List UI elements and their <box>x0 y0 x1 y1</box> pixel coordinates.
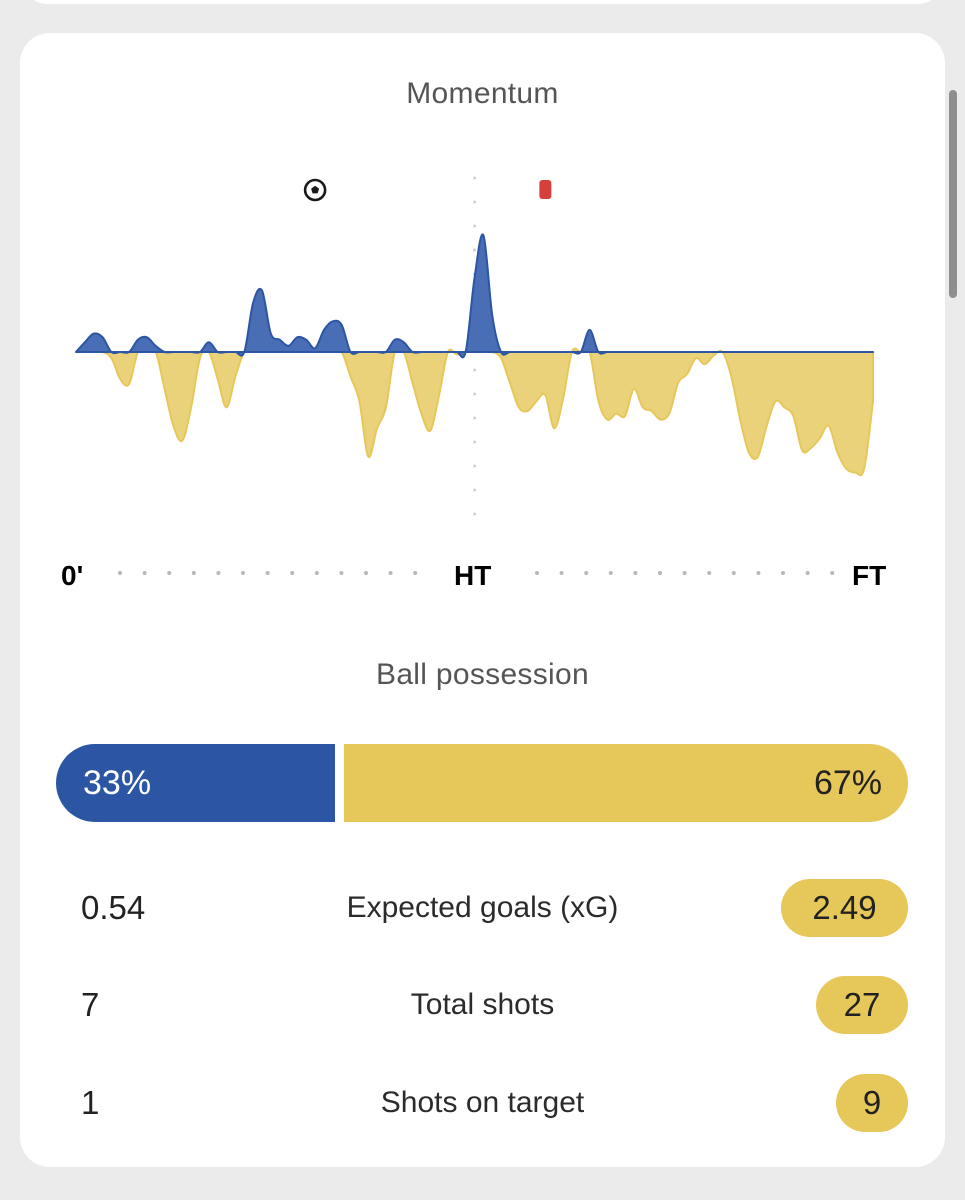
scrollbar[interactable] <box>949 90 957 298</box>
possession-away-bar: 67% <box>344 744 908 822</box>
soccer-ball-icon <box>303 178 327 202</box>
stat-away-badge: 27 <box>816 976 908 1034</box>
stat-label: Expected goals (xG) <box>346 891 619 924</box>
stats-card <box>20 33 945 1167</box>
momentum-chart <box>75 176 874 575</box>
stat-home-value: 1 <box>81 1084 100 1121</box>
possession-home-value: 33% <box>83 763 152 802</box>
timeline-halftime-label: HT <box>454 560 492 591</box>
momentum-home-area <box>75 233 874 359</box>
timeline-start-label: 0' <box>61 560 84 591</box>
stat-row-shots-on-target: 1 Shots on target 9 <box>0 1073 965 1133</box>
red-card-icon <box>539 180 552 199</box>
stat-label: Shots on target <box>380 1086 585 1119</box>
possession-home-bar: 33% <box>56 744 335 822</box>
momentum-title: Momentum <box>406 77 559 110</box>
stat-row-xg: 0.54 Expected goals (xG) 2.49 <box>0 878 965 938</box>
stat-row-total-shots: 7 Total shots 27 <box>0 975 965 1035</box>
stat-label: Total shots <box>410 988 555 1021</box>
stat-away-badge: 2.49 <box>781 879 908 937</box>
stat-away-badge: 9 <box>836 1074 908 1132</box>
previous-card <box>20 0 945 4</box>
momentum-away-area <box>75 345 874 477</box>
possession-title: Ball possession <box>376 658 589 691</box>
timeline-fulltime-label: FT <box>852 560 887 591</box>
possession-away-value: 67% <box>813 763 882 802</box>
stat-home-value: 0.54 <box>81 889 146 926</box>
stat-home-value: 7 <box>81 986 100 1023</box>
